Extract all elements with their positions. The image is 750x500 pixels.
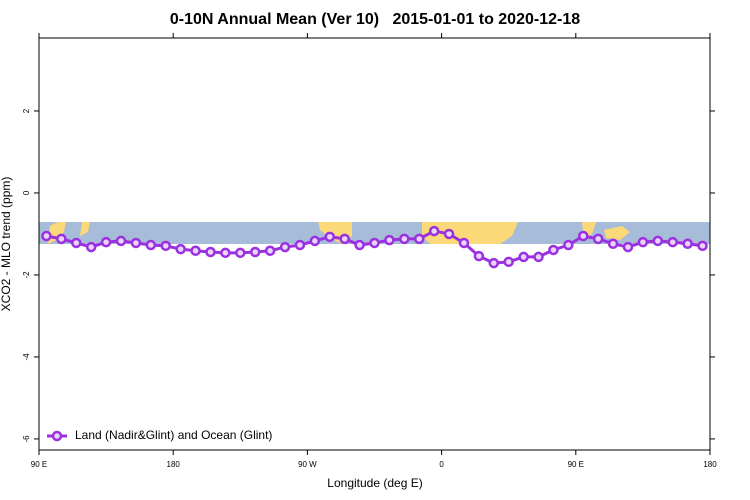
x-tick-label: 90 E: [31, 460, 47, 469]
chart-title: 0-10N Annual Mean (Ver 10) 2015-01-01 to…: [170, 11, 580, 28]
data-point: [205, 246, 216, 258]
land: [80, 222, 90, 236]
data-point: [115, 235, 127, 247]
data-point: [637, 236, 649, 248]
data-point: [622, 241, 634, 253]
land: [604, 226, 630, 240]
data-point: [458, 237, 470, 249]
x-axis-label: Longitude (deg E): [327, 476, 422, 490]
data-point: [235, 247, 246, 259]
data-point: [399, 233, 410, 245]
data-point: [145, 239, 157, 251]
plot-frame: [38, 37, 711, 451]
legend-label: Land (Nadir&Glint) and Ocean (Glint): [75, 428, 272, 442]
data-point: [548, 244, 559, 256]
data-point: [190, 245, 201, 257]
data-point: [249, 246, 261, 258]
data-point: [413, 233, 425, 245]
x-tick-label: 180: [703, 460, 717, 469]
y-tick-label: -6: [22, 435, 31, 443]
land: [422, 222, 518, 244]
data-point: [697, 240, 708, 252]
data-point: [369, 237, 380, 249]
data-point: [85, 241, 97, 253]
data-point: [652, 235, 664, 247]
x-tick-label: 90 E: [568, 460, 584, 469]
data-point: [518, 251, 529, 263]
data-point: [220, 247, 231, 259]
y-tick-label: 2: [22, 108, 31, 113]
data-point: [71, 237, 82, 249]
data-point: [503, 256, 514, 268]
x-tick-label: 0: [439, 460, 444, 469]
y-tick-label: -4: [22, 353, 31, 361]
x-tick-label: 180: [167, 460, 181, 469]
data-point: [160, 240, 171, 252]
x-tick-label: 90 W: [298, 460, 317, 469]
data-point: [488, 257, 500, 269]
data-point: [130, 237, 142, 249]
data-point: [41, 230, 52, 242]
legend-marker: [51, 430, 63, 442]
y-tick-label: -2: [22, 271, 31, 279]
data-point: [384, 234, 395, 246]
data-point: [682, 238, 693, 250]
data-point: [578, 230, 589, 242]
data-point: [339, 233, 350, 245]
data-point: [607, 238, 619, 250]
data-point: [667, 236, 678, 248]
data-point: [533, 251, 544, 263]
data-point: [279, 241, 291, 253]
data-point: [354, 239, 365, 251]
y-axis-label: XCO2 - MLO trend (ppm): [0, 177, 13, 312]
data-point: [100, 236, 112, 248]
ocean-band: [39, 222, 710, 244]
data-point: [264, 245, 276, 257]
data-point: [592, 233, 604, 245]
data-point: [473, 250, 485, 262]
data-point: [324, 231, 336, 243]
data-point: [563, 239, 574, 251]
data-point: [428, 225, 440, 237]
data-point: [175, 243, 186, 255]
data-point: [443, 228, 455, 240]
data-point: [309, 235, 321, 247]
data-point: [294, 239, 306, 251]
data-point: [56, 233, 67, 245]
y-tick-label: 0: [22, 190, 31, 195]
